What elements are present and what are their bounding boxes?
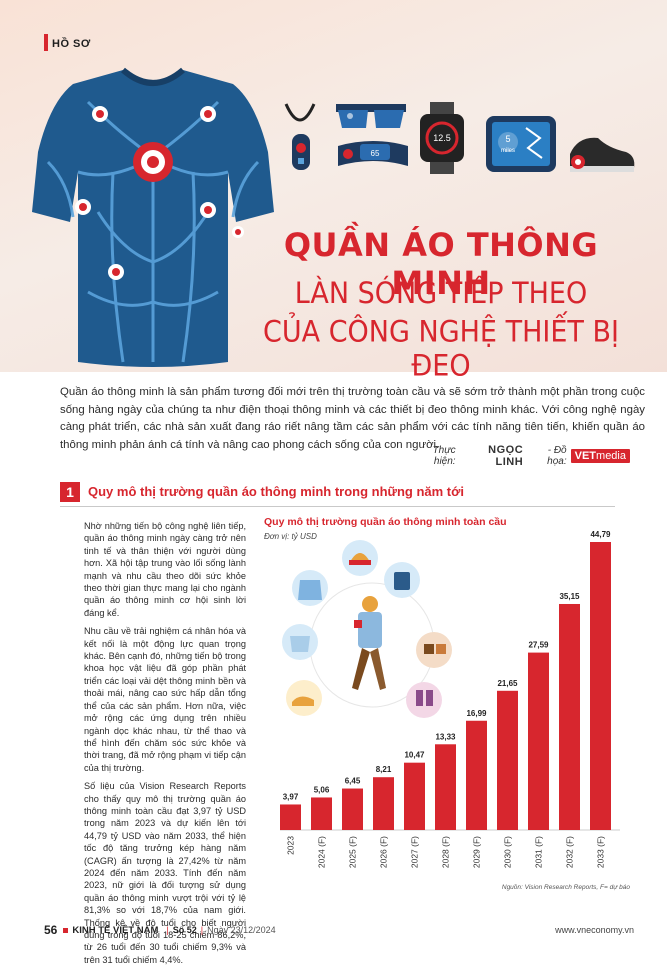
bar-value-label: 13,33 (435, 732, 456, 741)
chart-title: Quy mô thị trường quần áo thông minh toà… (264, 516, 507, 528)
svg-text:miles: miles (501, 148, 515, 154)
bar-2029F (466, 720, 487, 830)
x-tick-label: 2025 (F) (348, 836, 358, 868)
bar-value-label: 16,99 (466, 709, 487, 718)
bar-2023 (280, 804, 301, 830)
bar-value-label: 8,21 (376, 765, 392, 774)
gloves-icon (416, 632, 452, 668)
bar-2031F (528, 652, 549, 830)
market-size-bar-chart: 3,97 2023 5,06 2024 (F) 6,45 2025 (F) 8,21 2026… (280, 530, 620, 868)
intro-paragraph: Quần áo thông minh là sản phẩm tương đối… (60, 386, 645, 451)
x-tick-label: 2027 (F) (410, 836, 420, 868)
x-tick-label: 2024 (F) (317, 836, 327, 868)
bar-value-label: 6,45 (345, 777, 361, 786)
issue-number: Số 52 (172, 925, 197, 935)
magazine-marker (63, 927, 69, 933)
chart-source: Nguồn: Vision Research Reports, F= dự bá… (501, 884, 630, 891)
performed-label: Thực hiện: (432, 445, 456, 467)
bar-2033F (590, 542, 611, 830)
x-tick-label: 2033 (F) (596, 836, 606, 868)
bar-2032F (559, 603, 580, 830)
section-title: Quy mô thị trường quần áo thông minh tro… (88, 484, 464, 499)
graphic-label: - Đồ họa: (547, 445, 567, 467)
svg-text:65: 65 (371, 149, 380, 158)
jacket-icon (292, 570, 328, 606)
svg-text:5: 5 (505, 134, 510, 144)
bar-value-label: 5,06 (314, 785, 330, 794)
smart-shirt-illustration (28, 62, 278, 374)
bar-2025F (342, 788, 363, 830)
bar-2026F (373, 777, 394, 830)
tablet-icon: 5 miles (486, 116, 556, 172)
bar-2030F (497, 690, 518, 830)
socks-icon (406, 682, 442, 718)
magazine-name: KINH TẾ VIỆT NAM (72, 924, 159, 936)
section-divider (60, 506, 615, 507)
bar-2024F (311, 797, 332, 830)
page-number: 56 (44, 923, 58, 937)
page-footer: 56 KINH TẾ VIỆT NAM | Số 52 | Ngày 23/12… (44, 923, 634, 937)
bar-value-label: 21,65 (497, 679, 518, 688)
bar-2028F (435, 744, 456, 830)
wearable-devices-illustration: 65 12.5 5 miles (278, 96, 638, 196)
section-tag-marker (44, 34, 48, 51)
smart-glasses-icon (336, 104, 406, 128)
person-figure (352, 596, 386, 690)
page-background (0, 372, 667, 965)
bar-2027F (404, 762, 425, 830)
x-tick-label: 2031 (F) (534, 836, 544, 868)
fitness-band-icon: 65 (338, 141, 408, 166)
x-tick-label: 2023 (286, 836, 296, 855)
bar-value-label: 3,97 (283, 792, 299, 801)
x-tick-label: 2026 (F) (379, 836, 389, 868)
article-paragraph: Nhờ những tiến bộ công nghệ liên tiếp, q… (84, 521, 246, 618)
svg-text:12.5: 12.5 (433, 133, 451, 143)
beanie-icon (342, 540, 378, 576)
issue-date: Ngày 23/12/2024 (207, 925, 276, 935)
article-paragraph: Nhu cầu về trải nghiệm cá nhân hóa và kế… (84, 626, 246, 773)
chart-unit: Đơn vị: tỷ USD (264, 532, 317, 541)
bar-value-label: 27,59 (528, 641, 549, 650)
vest-icon (384, 562, 420, 598)
shoes-icon (286, 680, 322, 716)
website-link[interactable]: www.vneconomy.vn (555, 925, 634, 935)
subheadline-line-2: CỦA CÔNG NGHỆ THIẾT BỊ ĐEO (263, 314, 619, 384)
bar-value-label: 35,15 (559, 592, 580, 601)
headline: QUẦN ÁO THÔNG MINH (283, 226, 599, 302)
author-name: NGỌC LINH (488, 444, 524, 468)
x-tick-label: 2028 (F) (441, 836, 451, 868)
x-tick-label: 2030 (F) (503, 836, 513, 868)
pendant-icon (284, 103, 316, 170)
section-number: 1 (60, 482, 80, 502)
article-column: Nhờ những tiến bộ công nghệ liên tiếp, q… (84, 520, 246, 965)
bar-value-label: 10,47 (404, 751, 425, 760)
x-tick-label: 2029 (F) (472, 836, 482, 868)
vetmedia-logo: VETmedia (570, 449, 630, 463)
smart-shoe-icon (570, 137, 635, 172)
sensor-dots (75, 106, 244, 280)
shirt-icon (282, 624, 318, 660)
x-tick-label: 2032 (F) (565, 836, 575, 868)
subheadline-line-1: LÀN SÓNG TIẾP THEO (294, 276, 588, 311)
credits: Thực hiện: NGỌC LINH - Đồ họa: VETmedia (410, 444, 630, 468)
smartwatch-icon: 12.5 (420, 102, 464, 174)
bar-value-label: 44,79 (590, 530, 611, 539)
section-tag: HỒ SƠ (52, 38, 91, 50)
article-paragraph: Số liệu của Vision Research Reports cho … (84, 781, 246, 965)
person-illustration (282, 540, 452, 718)
